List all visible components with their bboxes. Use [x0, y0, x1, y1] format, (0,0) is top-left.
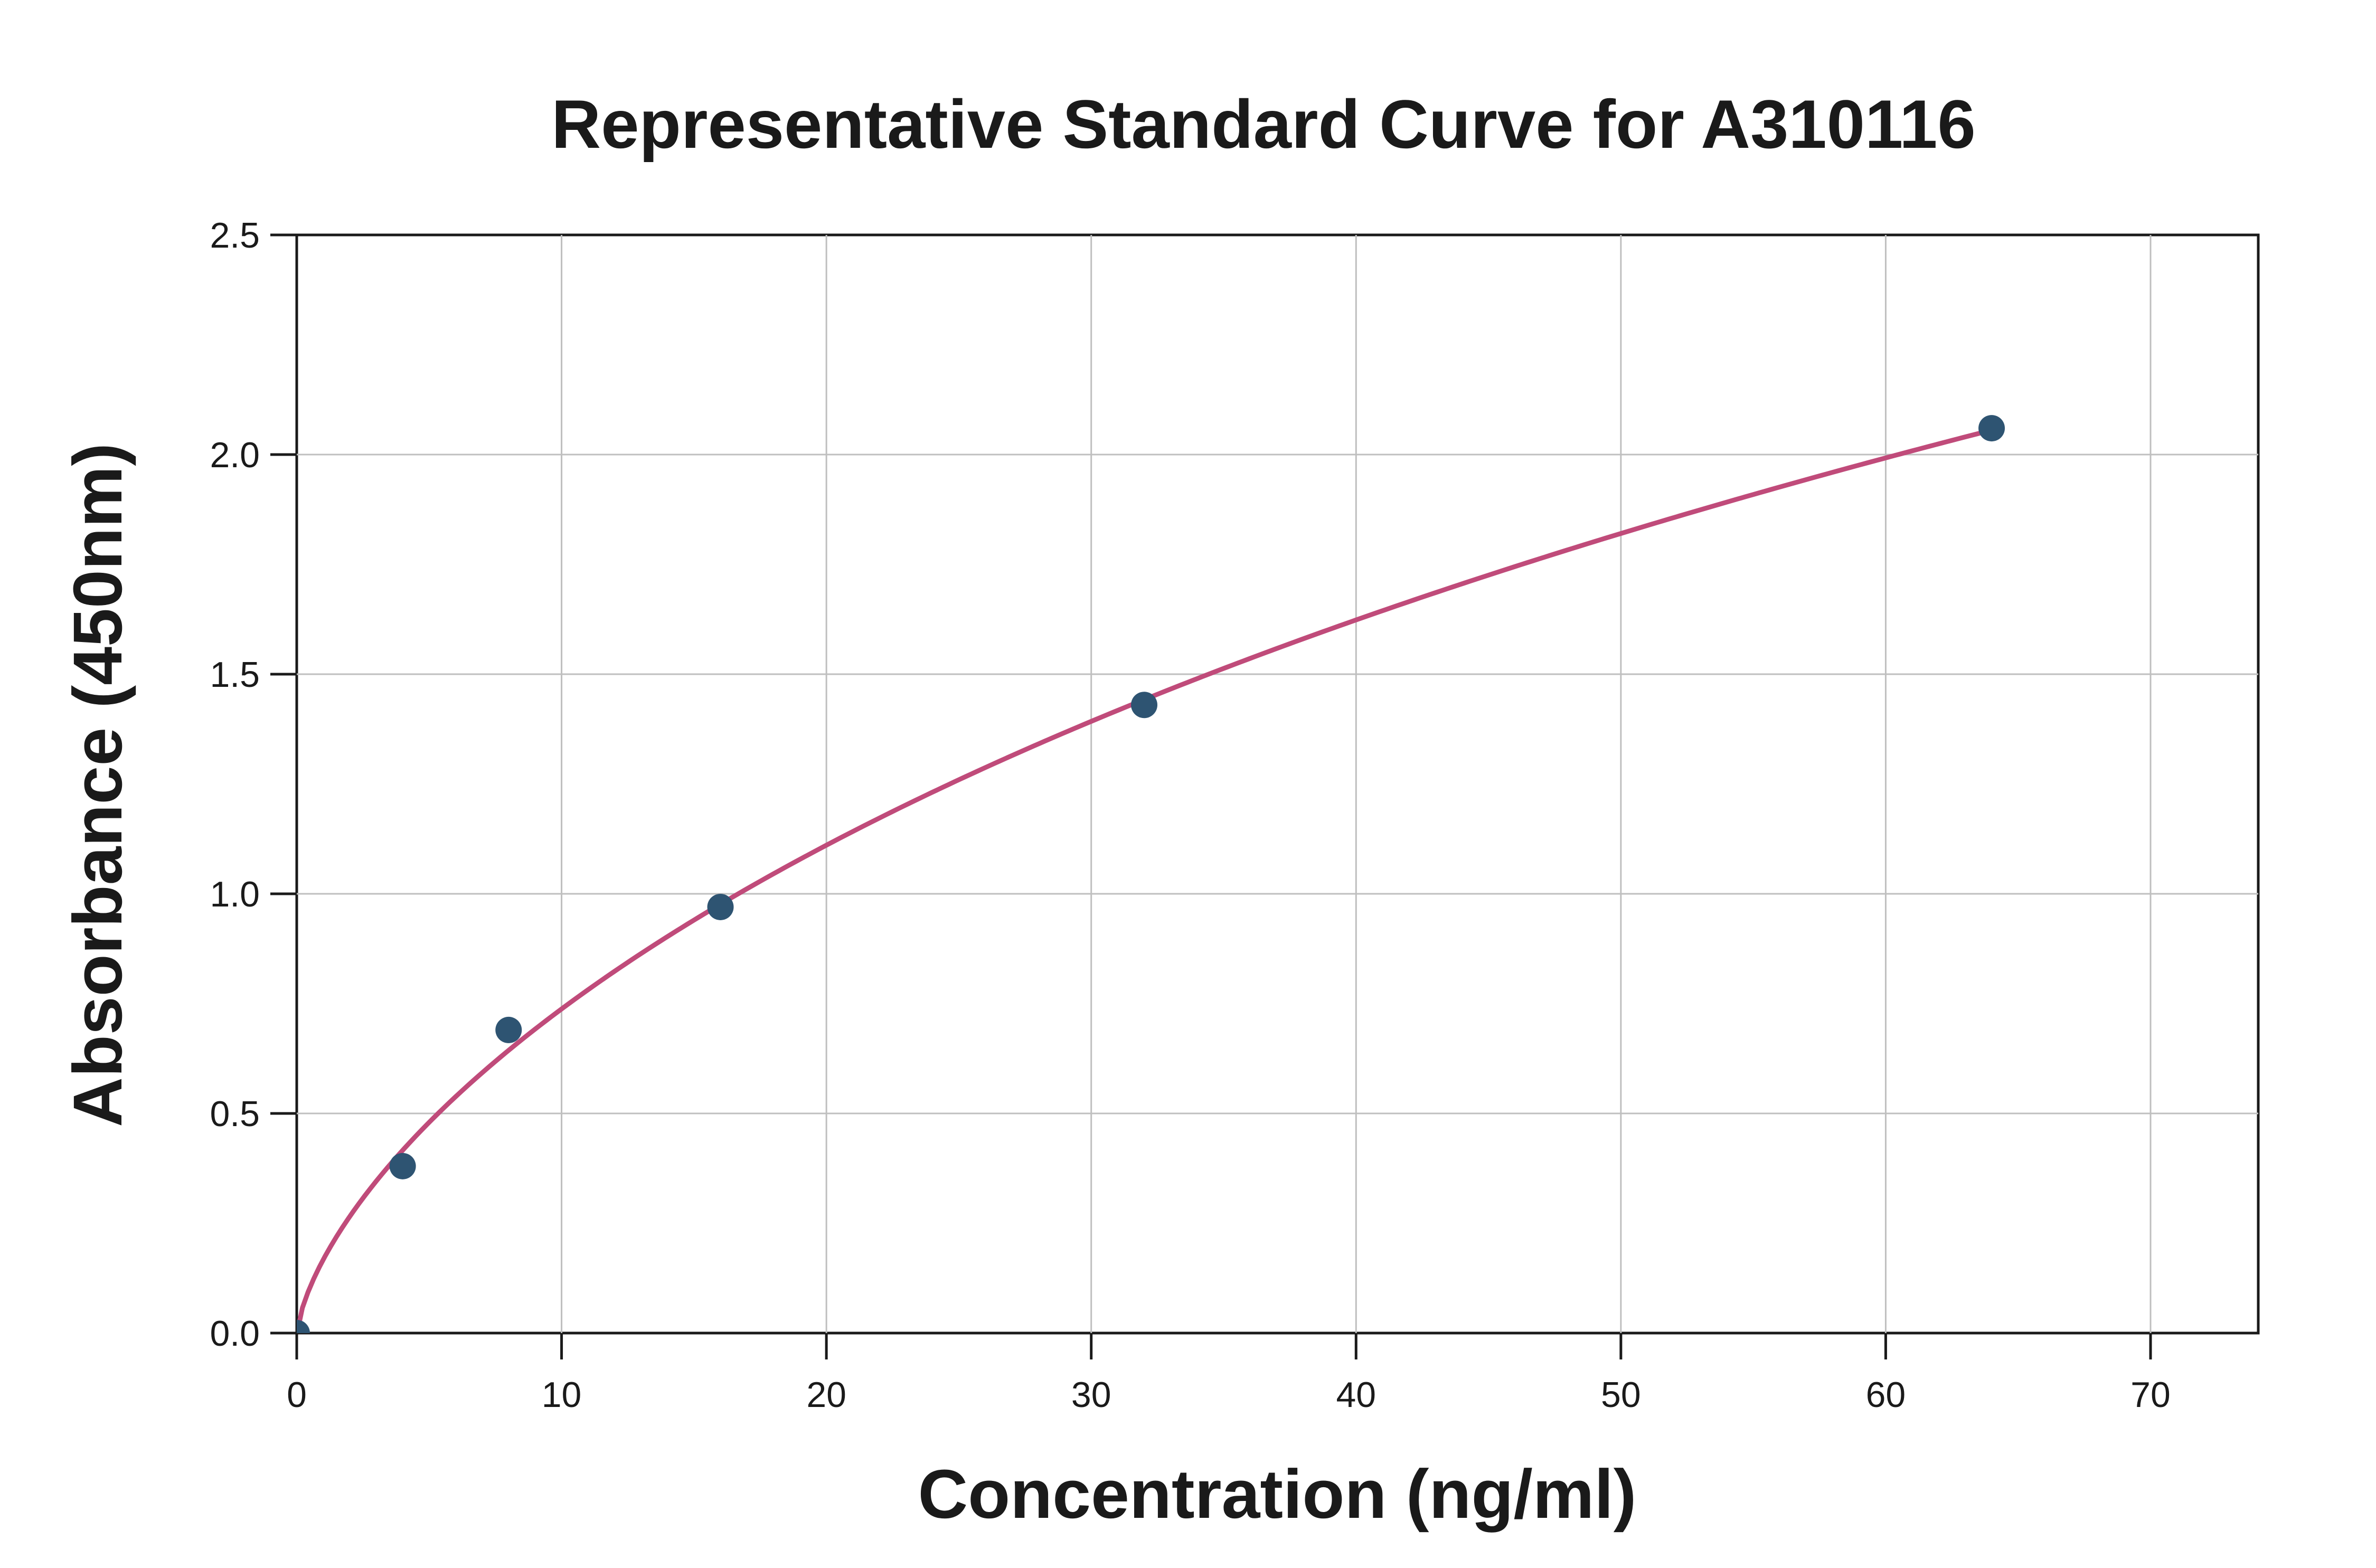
svg-text:70: 70 [2130, 1375, 2171, 1415]
svg-text:0.0: 0.0 [210, 1314, 260, 1354]
svg-text:10: 10 [542, 1375, 582, 1415]
svg-text:50: 50 [1601, 1375, 1641, 1415]
svg-text:0.5: 0.5 [210, 1094, 260, 1134]
svg-text:30: 30 [1071, 1375, 1111, 1415]
svg-text:Concentration (ng/ml): Concentration (ng/ml) [918, 1455, 1637, 1533]
svg-text:Representative Standard Curve: Representative Standard Curve for A31011… [551, 86, 1975, 163]
svg-text:40: 40 [1336, 1375, 1376, 1415]
svg-text:0: 0 [287, 1375, 307, 1415]
svg-text:2.5: 2.5 [210, 215, 260, 256]
svg-text:60: 60 [1866, 1375, 1906, 1415]
svg-text:2.0: 2.0 [210, 435, 260, 475]
svg-text:20: 20 [806, 1375, 846, 1415]
svg-text:1.5: 1.5 [210, 655, 260, 695]
svg-text:Absorbance (450nm): Absorbance (450nm) [59, 443, 136, 1127]
svg-text:1.0: 1.0 [210, 874, 260, 914]
